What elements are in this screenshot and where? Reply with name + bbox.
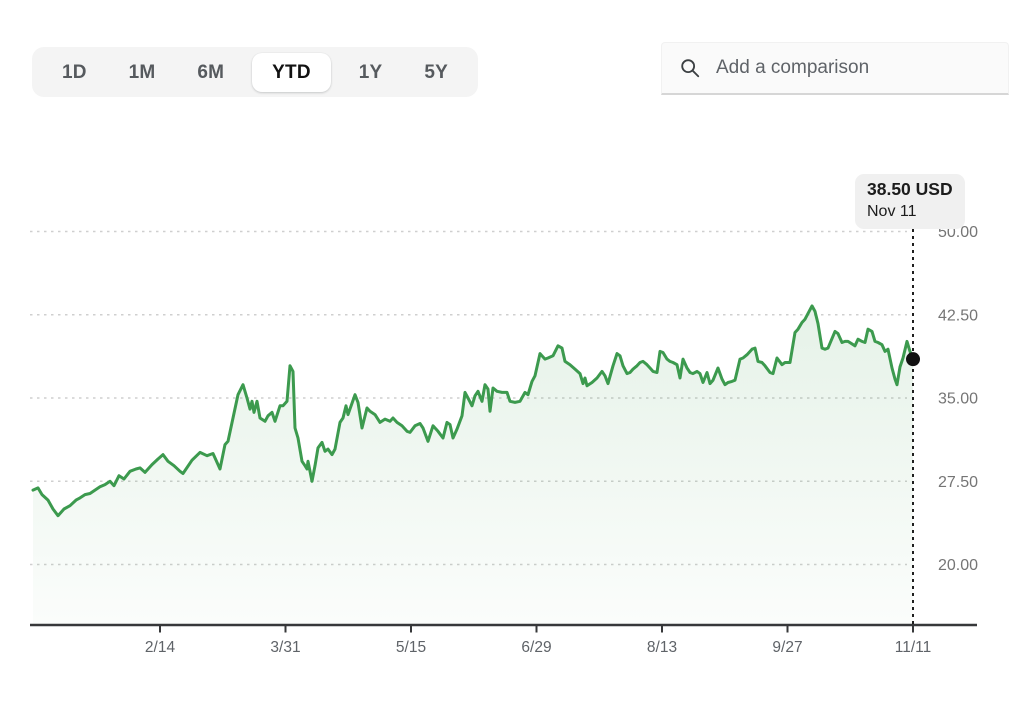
y-axis-label: 27.50: [938, 474, 978, 491]
x-axis-label: 8/13: [647, 639, 677, 656]
add-comparison-input[interactable]: [714, 56, 1008, 80]
x-axis-label: 6/29: [521, 639, 551, 656]
x-axis-label: 11/11: [895, 639, 932, 656]
tab-1m[interactable]: 1M: [128, 61, 156, 83]
area-fill: [33, 305, 913, 625]
tooltip-date: Nov 11: [867, 202, 917, 220]
price-line: [31, 304, 915, 518]
tab-1d[interactable]: 1D: [62, 61, 87, 83]
x-axis-label: 5/15: [396, 639, 426, 656]
tab-5y[interactable]: 5Y: [424, 61, 448, 83]
tab-ytd[interactable]: YTD: [252, 52, 331, 92]
y-axis-label: 35.00: [938, 391, 978, 408]
x-axis-label: 3/31: [270, 639, 300, 656]
search-icon: [679, 57, 701, 79]
range-tab-bar: 1D 1M 6M YTD 1Y 5Y: [32, 47, 478, 97]
tab-1y[interactable]: 1Y: [358, 61, 383, 83]
y-axis-label: 20.00: [938, 557, 978, 574]
x-axis-label: 9/27: [772, 639, 802, 656]
y-axis-label: 42.50: [938, 307, 978, 324]
tooltip-price: 38.50 USD: [867, 179, 953, 199]
add-comparison-box: [661, 42, 1009, 95]
tab-6m[interactable]: 6M: [197, 61, 225, 83]
last-point-dot: [906, 352, 920, 367]
x-axis-label: 2/14: [145, 639, 176, 656]
price-tooltip: 38.50 USD Nov 11: [855, 174, 965, 229]
